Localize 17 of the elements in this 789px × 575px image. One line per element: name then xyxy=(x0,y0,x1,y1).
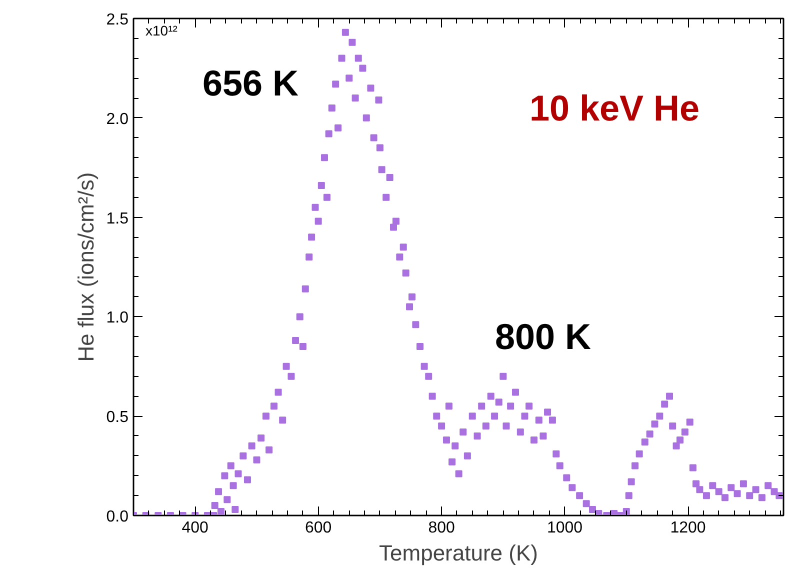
annotation: x10¹² xyxy=(146,22,178,38)
y-tick-label: 2.0 xyxy=(106,110,129,128)
x-tick-label: 400 xyxy=(182,520,209,536)
annotation: 10 keV He xyxy=(529,87,700,128)
y-tick-label: 1.5 xyxy=(106,210,129,228)
y-tick-label: 2.5 xyxy=(106,12,129,28)
x-tick-label: 1000 xyxy=(546,520,583,536)
x-tick-label: 800 xyxy=(428,520,456,536)
annotation: 656 K xyxy=(202,62,299,104)
y-tick-label: 0.5 xyxy=(106,409,129,426)
x-tick-label: 1200 xyxy=(670,520,706,536)
y-tick-label: 0.0 xyxy=(106,508,129,526)
x-axis-title: Temperature (K) xyxy=(379,540,538,566)
y-tick-label: 1.0 xyxy=(106,310,129,327)
x-tick-label: 600 xyxy=(304,520,332,536)
y-axis-title: He flux (ions/cm²/s) xyxy=(73,172,98,362)
annotation: 800 K xyxy=(494,316,592,358)
